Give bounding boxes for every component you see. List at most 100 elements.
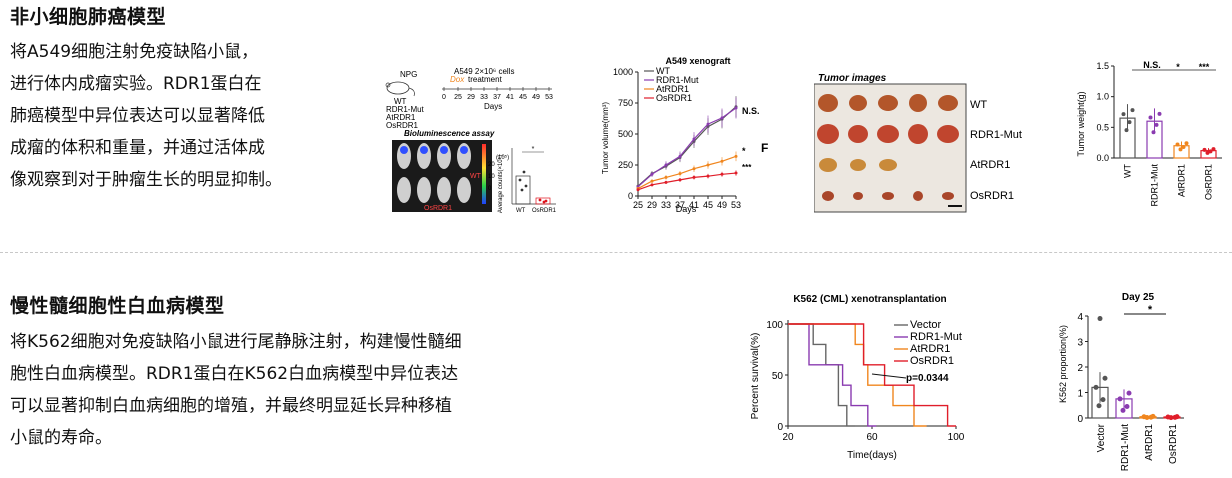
data-point [1127, 120, 1132, 125]
data-point [1157, 111, 1162, 116]
x-tick-label: 29 [647, 200, 657, 210]
series-line [637, 107, 737, 188]
paragraph-line: 成瘤的体积和重量，并通过活体成 [10, 138, 265, 158]
legend-label: WT [656, 66, 670, 76]
scale-tick: 0 [488, 186, 492, 192]
schedule-day-label: 29 [467, 94, 475, 101]
data-point [650, 179, 654, 183]
mouse-silhouette [417, 177, 431, 203]
tumor-sample [848, 125, 868, 143]
tumor-row-label: RDR1-Mut [970, 129, 1022, 141]
x-axis-label: Time(days) [847, 450, 897, 461]
data-point [706, 122, 710, 126]
significance-marker: * [532, 146, 535, 153]
y-tick-label: 0.0 [1096, 153, 1109, 163]
bar-osrdr1 [535, 197, 551, 205]
schedule-day-label: 45 [519, 94, 527, 101]
data-point [636, 188, 640, 192]
x-tick-label: 33 [661, 200, 671, 210]
data-point [1208, 149, 1213, 154]
data-point [1124, 404, 1130, 410]
x-tick-label: 41 [689, 200, 699, 210]
sig-ns: N.S. [1143, 60, 1161, 70]
tumor-sample [937, 125, 959, 143]
scale-tick: 20 [488, 162, 495, 168]
chart-title: K562 (CML) xenotransplantation [793, 294, 946, 305]
x-tick-label: 37 [675, 200, 685, 210]
data-point [734, 154, 738, 158]
data-point [1100, 397, 1106, 403]
signal-spot [420, 146, 428, 154]
y-axis-label: K562 proportion(%) [1058, 325, 1068, 403]
data-point [1096, 403, 1102, 409]
section1-title: 非小细胞肺癌模型 [10, 6, 167, 28]
paragraph-line: 胞性白血病模型。RDR1蛋白在K562白血病模型中异位表达 [10, 364, 459, 384]
mouse-icon [385, 81, 415, 97]
y-tick-label: 3 [1077, 338, 1083, 349]
legend-label: Vector [910, 319, 942, 331]
legend-label: RDR1-Mut [910, 331, 962, 343]
survival-curve [788, 323, 877, 427]
tumor-sample [938, 95, 958, 111]
image-label-top: WT [470, 173, 482, 180]
average-counts-axis-label: Average counts(×10⁵) [497, 155, 504, 213]
y-tick-label: 750 [618, 98, 633, 108]
paragraph-line: 可以显著抑制白血病细胞的增殖，并最终明显延长异种移植 [10, 396, 452, 416]
tumor-row-label: OsRDR1 [970, 190, 1014, 202]
data-point [1168, 415, 1174, 421]
data-point [692, 137, 696, 141]
mouse-label: NPG [400, 70, 417, 79]
data-point [720, 159, 724, 163]
panel-letter: F [761, 141, 768, 155]
data-point [650, 172, 654, 176]
data-point [706, 163, 710, 167]
data-point [650, 183, 654, 187]
y-tick-label: 1.5 [1096, 61, 1109, 71]
data-point [720, 172, 724, 176]
data-point [1144, 414, 1150, 420]
p-value-label: p=0.0344 [906, 373, 949, 384]
group-label: WT [394, 97, 407, 106]
category-label: WT [516, 208, 526, 214]
data-point [1130, 108, 1135, 113]
group-label: RDR1-Mut [386, 105, 425, 114]
data-point [1148, 115, 1153, 120]
mouse-silhouette [457, 177, 471, 203]
survival-curve [788, 323, 956, 427]
tumor-sample [853, 192, 863, 200]
x-tick-label: 25 [633, 200, 643, 210]
data-point [678, 178, 682, 182]
sig-star: * [1176, 62, 1180, 72]
tumor-row-label: AtRDR1 [970, 159, 1010, 171]
x-tick-label: 20 [782, 432, 794, 443]
data-point [664, 175, 668, 179]
tumor-sample [819, 158, 837, 172]
y-tick-label: 250 [618, 160, 633, 170]
category-label: RDR1-Mut [1120, 424, 1131, 471]
data-point [1184, 141, 1189, 146]
tumor-row-label: WT [970, 99, 987, 111]
data-point [1093, 384, 1099, 390]
annotation-triple-star: *** [742, 163, 752, 172]
survival-curve [788, 323, 856, 427]
tumor-volume-chart: A549 xenograft Tumor volume(mm³) Days 02… [601, 56, 768, 214]
group-label: AtRDR1 [386, 113, 416, 122]
outlier-point [1097, 316, 1103, 322]
chart-title: Day 25 [1122, 292, 1155, 303]
tumor-sample [878, 95, 898, 111]
tumor-sample [913, 191, 923, 201]
annotation-star: * [742, 146, 746, 156]
signal-spot [460, 146, 468, 154]
paragraph-line: 小鼠的寿命。 [10, 428, 112, 448]
mouse-silhouette [397, 177, 411, 203]
y-axis-label: Tumor volume(mm³) [601, 102, 610, 174]
data-point [1117, 396, 1123, 402]
y-tick-label: 0.5 [1096, 122, 1109, 132]
y-tick-label: 1 [1077, 389, 1083, 400]
y-tick-label: 1.0 [1096, 92, 1109, 102]
tumor-sample [879, 159, 897, 171]
schedule-day-label: 33 [480, 94, 488, 101]
y-tick-label: 0 [1077, 414, 1083, 425]
x-tick-label: 60 [866, 432, 878, 443]
data-point [678, 172, 682, 176]
